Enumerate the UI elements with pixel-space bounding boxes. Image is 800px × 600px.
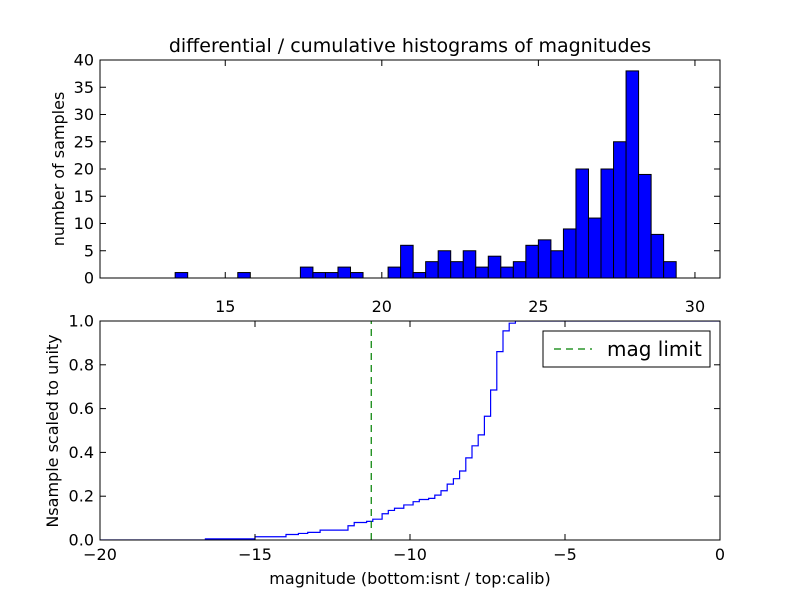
bottom-y-tick-label: 1.0 [69, 312, 94, 331]
cumulative-step-line [100, 321, 720, 540]
top-x-tick-label: 15 [215, 297, 235, 316]
bottom-x-tick-label: −15 [238, 545, 272, 564]
histogram-bar [487, 255, 502, 279]
histogram-bar [562, 228, 577, 279]
histogram-bar [600, 168, 615, 279]
histogram-bar [663, 261, 677, 279]
bottom-y-tick-label: 0.6 [69, 399, 94, 418]
top-y-axis-label: number of samples [49, 92, 68, 247]
legend: mag limit [542, 330, 711, 368]
top-histogram-bars [174, 70, 677, 279]
histogram-bar [525, 244, 539, 279]
legend-label-mag-limit: mag limit [607, 337, 702, 361]
bottom-y-tick-label: 0.0 [69, 531, 94, 550]
histogram-bar [512, 261, 527, 279]
top-histogram-panel: differential / cumulative histograms of … [49, 35, 721, 316]
top-axes-frame [99, 59, 721, 279]
histogram-bar [412, 272, 427, 279]
top-y-tick-label: 35 [74, 78, 94, 97]
bottom-y-axis-label: Nsample scaled to unity [43, 334, 62, 527]
top-axis-ticks: 0 5 10 15 20 25 30 35 40 15 20 25 30 [74, 51, 720, 316]
bottom-axes-frame [99, 320, 721, 541]
histogram-bar [550, 250, 564, 279]
histogram-bar [174, 272, 189, 279]
top-y-tick-label: 15 [74, 187, 94, 206]
histogram-bar [537, 239, 552, 279]
histogram-bar [613, 141, 627, 279]
histogram-bar [625, 70, 640, 279]
histogram-bar [387, 266, 402, 279]
histogram-bar [400, 244, 414, 279]
bottom-x-tick-label: −10 [393, 545, 427, 564]
histogram-bar [450, 261, 464, 279]
histogram-bar [324, 272, 339, 279]
top-y-tick-label: 30 [74, 105, 94, 124]
top-y-tick-label: 0 [84, 269, 94, 288]
top-y-tick-label: 40 [74, 51, 94, 70]
histogram-bar [237, 272, 251, 279]
top-y-tick-label: 20 [74, 160, 94, 179]
top-y-tick-label: 10 [74, 214, 94, 233]
bottom-series-lines [100, 321, 720, 540]
bottom-y-tick-label: 0.4 [69, 443, 94, 462]
histogram-bar [337, 266, 352, 279]
histogram-bar [500, 266, 514, 279]
top-x-tick-label: 20 [372, 297, 392, 316]
bottom-axis-ticks: 0.0 0.2 0.4 0.6 0.8 1.0 −20 −15 −10 −5 0 [69, 312, 726, 565]
histogram-bar [638, 173, 652, 279]
histogram-bar [312, 272, 326, 279]
top-x-tick-label: 25 [528, 297, 548, 316]
bottom-cumulative-panel: 0.0 0.2 0.4 0.6 0.8 1.0 −20 −15 −10 −5 0 Nsample s… [43, 312, 725, 589]
bottom-x-axis-label: magnitude (bottom:isnt / top:calib) [269, 569, 550, 588]
histogram-bar [299, 266, 314, 279]
histogram-bar [650, 233, 665, 279]
histogram-bar [575, 168, 589, 279]
top-x-tick-label: 30 [685, 297, 705, 316]
bottom-y-tick-label: 0.2 [69, 487, 94, 506]
histogram-bar [462, 250, 477, 279]
histogram-bar [437, 250, 452, 279]
bottom-x-tick-label: −5 [553, 545, 577, 564]
top-y-tick-label: 5 [84, 241, 94, 260]
bottom-x-tick-label: −20 [83, 545, 117, 564]
histogram-bar [475, 266, 489, 279]
bottom-x-tick-label: 0 [715, 545, 725, 564]
histogram-bar [350, 272, 364, 279]
histogram-bar [587, 217, 602, 279]
top-chart-title: differential / cumulative histograms of … [169, 35, 651, 57]
histogram-bar [425, 261, 439, 279]
bottom-y-tick-label: 0.8 [69, 355, 94, 374]
top-y-tick-label: 25 [74, 132, 94, 151]
